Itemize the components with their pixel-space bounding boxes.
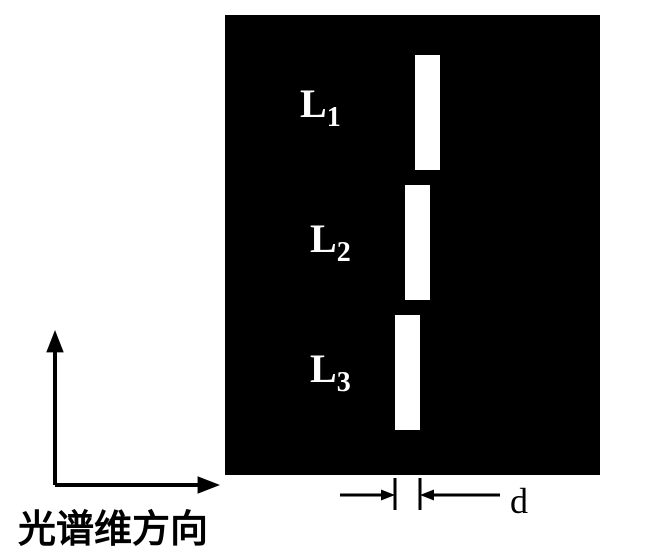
x-axis-arrowhead [198, 476, 220, 494]
d-marker-group [340, 478, 500, 510]
diagram-svg [0, 0, 653, 558]
axes-group [46, 330, 220, 494]
d-left-arrowhead [381, 489, 395, 500]
d-label: d [510, 480, 528, 522]
d-right-arrowhead [420, 489, 434, 500]
axis-label: 光谱维方向 [18, 498, 208, 553]
y-axis-arrowhead [46, 330, 64, 352]
